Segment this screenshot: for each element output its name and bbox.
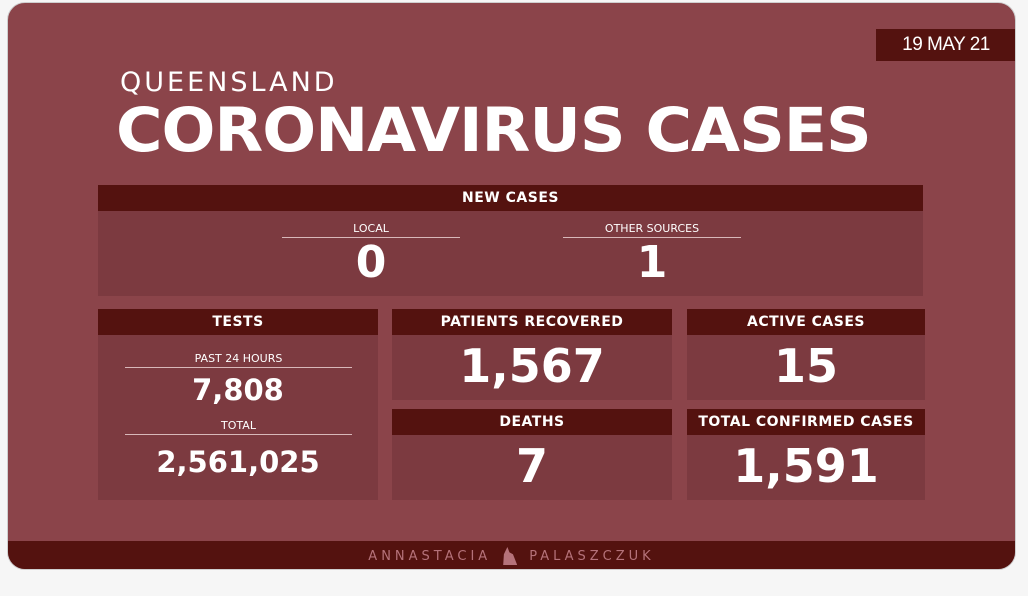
confirmed-panel: TOTAL CONFIRMED CASES 1,591: [687, 409, 925, 500]
local-value: 0: [355, 237, 387, 288]
past-24-hours-value: 7,808: [192, 373, 284, 407]
active-header: ACTIVE CASES: [687, 309, 925, 335]
total-tests-value: 2,561,025: [156, 445, 320, 479]
past-24-hours-label: PAST 24 HOURS: [125, 352, 352, 368]
footer-signature: ANNASTACIA PALASZCZUK: [8, 541, 1015, 569]
local-label: LOCAL: [282, 222, 460, 238]
recovered-header: PATIENTS RECOVERED: [392, 309, 672, 335]
page-title: CORONAVIRUS CASES: [116, 95, 872, 166]
confirmed-header: TOTAL CONFIRMED CASES: [687, 409, 925, 435]
deaths-panel: DEATHS 7: [392, 409, 672, 500]
date-badge: 19 MAY 21: [876, 29, 1015, 61]
queensland-map-icon: [503, 547, 518, 565]
active-value: 15: [773, 339, 838, 393]
tests-panel: TESTS PAST 24 HOURS 7,808 TOTAL 2,561,02…: [98, 309, 378, 500]
footer-first-name: ANNASTACIA: [368, 548, 492, 564]
total-tests-label: TOTAL: [125, 419, 352, 435]
other-sources-label: OTHER SOURCES: [563, 222, 741, 238]
deaths-header: DEATHS: [392, 409, 672, 435]
recovered-panel: PATIENTS RECOVERED 1,567: [392, 309, 672, 400]
deaths-value: 7: [515, 439, 548, 493]
active-panel: ACTIVE CASES 15: [687, 309, 925, 400]
confirmed-value: 1,591: [733, 439, 879, 493]
new-cases-header: NEW CASES: [98, 185, 923, 211]
footer-last-name: PALASZCZUK: [529, 548, 655, 564]
infographic-card: 19 MAY 21 QUEENSLAND CORONAVIRUS CASES N…: [7, 2, 1016, 570]
other-sources-value: 1: [636, 237, 668, 288]
recovered-value: 1,567: [459, 339, 605, 393]
subtitle: QUEENSLAND: [120, 67, 338, 98]
tests-header: TESTS: [98, 309, 378, 335]
new-cases-panel: NEW CASES LOCAL 0 OTHER SOURCES 1: [98, 185, 923, 296]
